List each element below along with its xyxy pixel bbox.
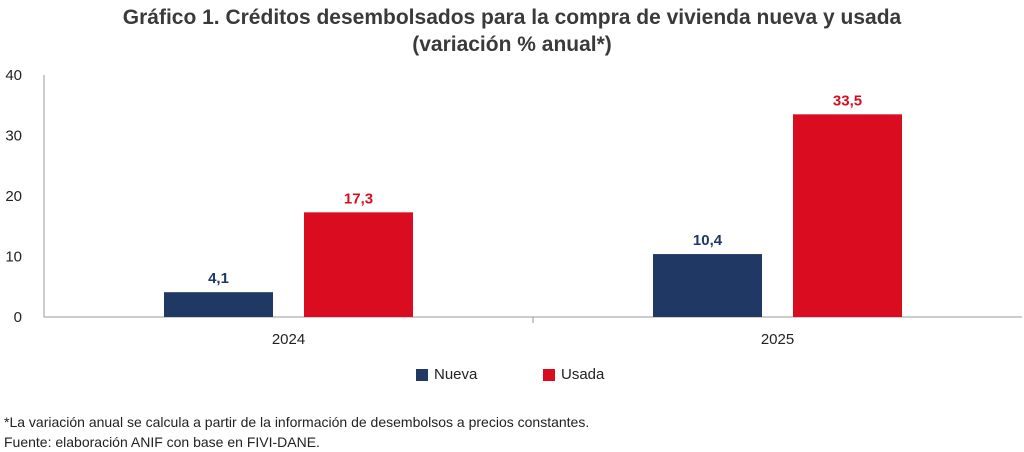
- bar-usada-2024: [304, 212, 413, 317]
- bar-chart: 0 10 20 30 40 4,1 17,3 2024 10,4 33,5 2025: [5, 67, 1022, 348]
- legend-label-usada: Usada: [561, 366, 605, 383]
- data-label-usada-2024: 17,3: [344, 190, 373, 207]
- legend-item-usada: Usada: [543, 366, 604, 383]
- chart-title: Gráfico 1. Créditos desembolsados para l…: [0, 4, 1024, 58]
- legend-swatch-usada: [543, 368, 555, 381]
- y-tick-label: 0: [14, 309, 22, 326]
- legend-swatch-nueva: [416, 368, 428, 381]
- legend-label-nueva: Nueva: [434, 366, 478, 383]
- chart-title-line-1: Gráfico 1. Créditos desembolsados para l…: [122, 6, 902, 29]
- x-tick-label: 2024: [272, 331, 305, 348]
- legend-item-nueva: Nueva: [416, 366, 477, 383]
- y-tick-label: 30: [5, 128, 22, 145]
- x-tick-label: 2025: [761, 331, 794, 348]
- y-tick-label: 40: [5, 67, 22, 84]
- y-tick-label: 10: [5, 249, 22, 266]
- source-note: Fuente: elaboración ANIF con base en FIV…: [4, 434, 320, 450]
- bar-usada-2025: [793, 114, 902, 317]
- data-label-usada-2025: 33,5: [833, 92, 862, 109]
- chart-title-line-2: (variación % anual*): [412, 33, 612, 56]
- data-label-nueva-2025: 10,4: [693, 232, 723, 249]
- chart-notes: *La variación anual se calcula a partir …: [4, 412, 589, 452]
- footnote: *La variación anual se calcula a partir …: [4, 414, 590, 430]
- bar-nueva-2024: [164, 292, 273, 317]
- bar-nueva-2025: [653, 254, 762, 317]
- data-label-nueva-2024: 4,1: [208, 270, 229, 287]
- legend: Nueva Usada: [0, 366, 1024, 386]
- y-tick-label: 20: [5, 188, 22, 205]
